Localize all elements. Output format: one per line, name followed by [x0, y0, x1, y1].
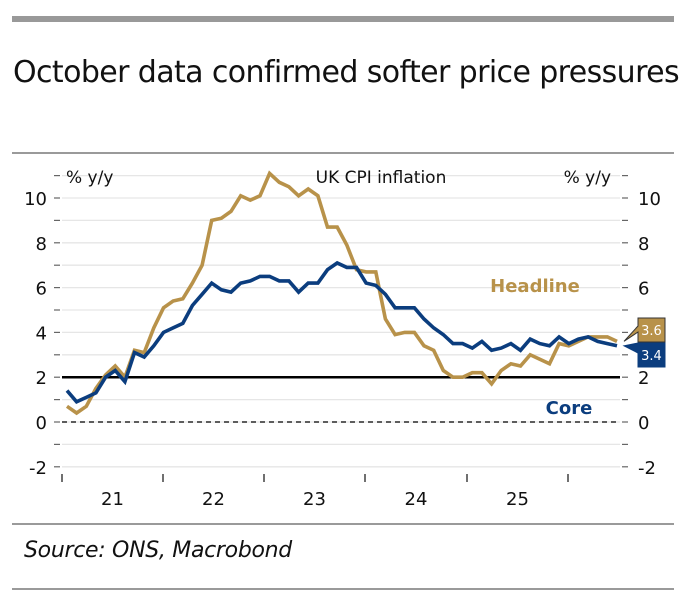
y-tick-label-right: 10: [638, 189, 661, 210]
gridlines: [62, 174, 620, 468]
headline-last-value-badge: [623, 317, 666, 343]
x-tick-label: 24: [405, 489, 428, 510]
y-axis-label-left: % y/y: [66, 168, 113, 188]
core-line: [65, 260, 618, 404]
y-tick-label-left: -2: [29, 458, 47, 479]
axis-ticks: [54, 175, 628, 482]
x-tick-label: 23: [303, 489, 326, 510]
divider-middle: [12, 523, 674, 525]
y-tick-label-left: 8: [36, 234, 47, 255]
y-tick-label-left: 6: [36, 279, 47, 300]
divider-bottom: [12, 588, 674, 590]
x-tick-label: 25: [506, 489, 529, 510]
y-tick-label-right: 2: [638, 368, 649, 389]
y-tick-label-left: 0: [36, 413, 47, 434]
headline-line: [65, 170, 618, 416]
x-tick-labels: 21 22 23 24 25: [101, 489, 529, 510]
chart-title: UK CPI inflation: [316, 168, 447, 188]
core-last-value-badge: [622, 342, 666, 368]
y-tick-labels-left: -2 0 2 4 6 8 10: [24, 189, 47, 479]
y-tick-label-right: 6: [638, 279, 649, 300]
series-lines: [65, 170, 618, 416]
y-tick-label-left: 4: [36, 323, 47, 344]
core-series-label: Core: [546, 398, 593, 419]
reference-lines: [62, 375, 620, 423]
y-tick-label-right: -2: [638, 458, 656, 479]
top-bar: [12, 16, 674, 22]
y-tick-label-right: 8: [638, 234, 649, 255]
page-title: October data confirmed softer price pres…: [13, 55, 680, 90]
last-value-badges: 3.6 3.4: [622, 317, 666, 368]
headline-series-label: Headline: [490, 276, 580, 297]
y-tick-label-right: 0: [638, 413, 649, 434]
headline-last-value-label: 3.6: [641, 324, 662, 339]
x-tick-label: 21: [101, 489, 124, 510]
y-tick-label-left: 2: [36, 368, 47, 389]
y-tick-label-left: 10: [24, 189, 47, 210]
y-axis-label-right: % y/y: [564, 168, 611, 188]
x-tick-label: 22: [202, 489, 225, 510]
divider-top: [12, 152, 674, 154]
core-last-value-label: 3.4: [641, 349, 662, 364]
source-note: Source: ONS, Macrobond: [24, 538, 292, 563]
